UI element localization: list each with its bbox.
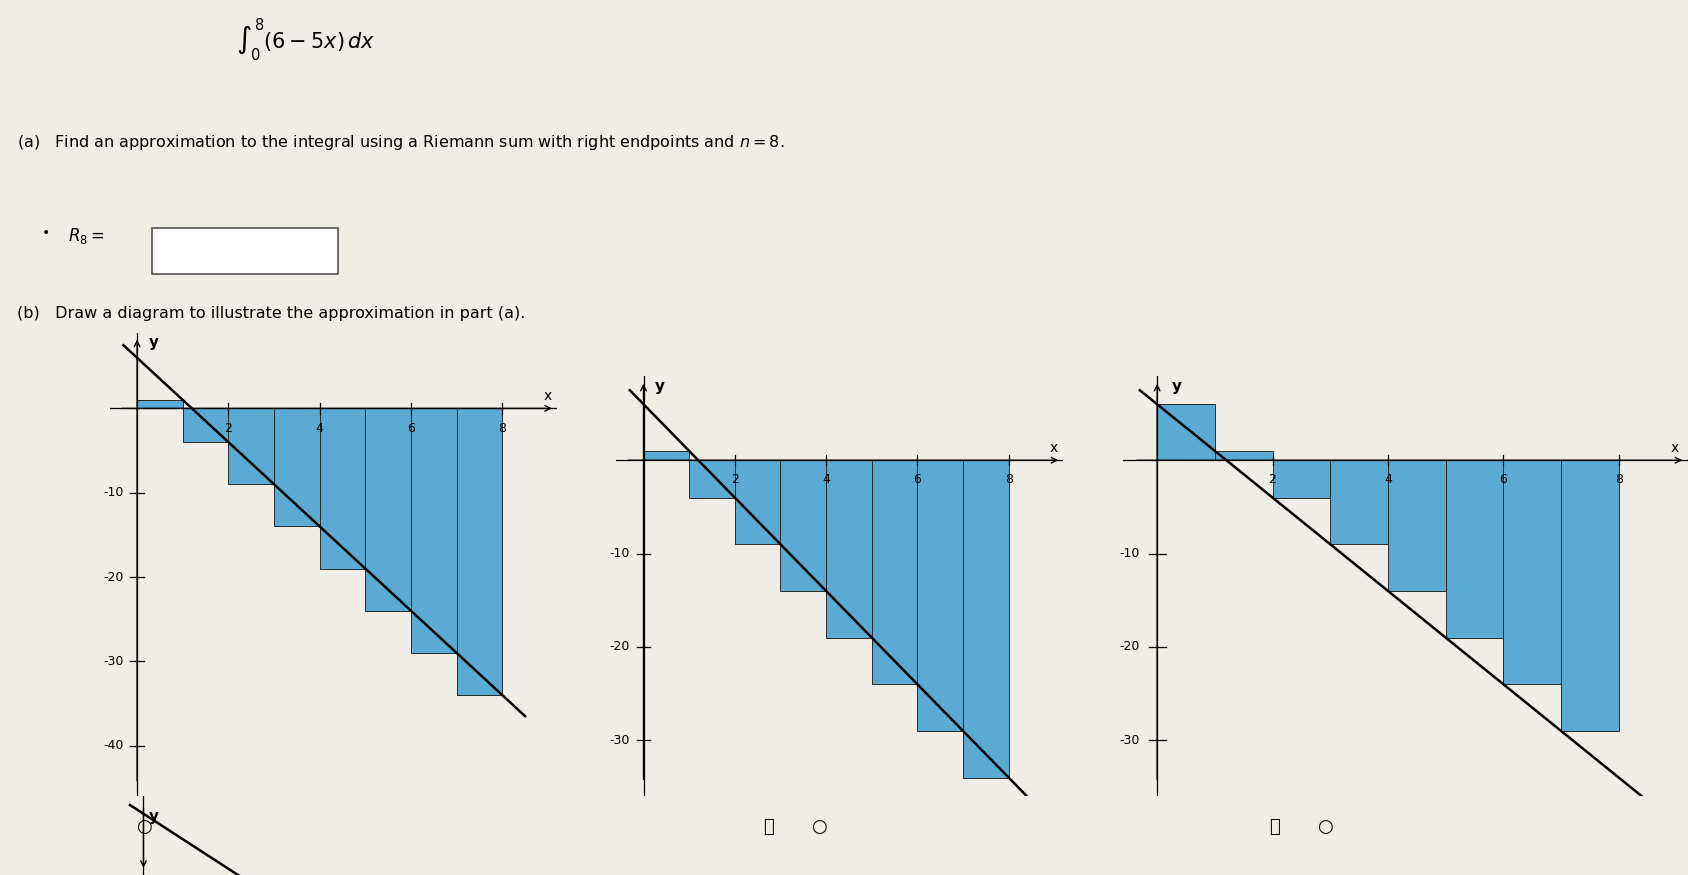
Text: -10: -10 <box>609 547 630 560</box>
Bar <box>917 460 964 731</box>
Bar <box>410 409 457 653</box>
Text: $\int_0^8 (6 - 5x)\, dx$: $\int_0^8 (6 - 5x)\, dx$ <box>236 17 376 63</box>
Text: 8: 8 <box>498 423 506 435</box>
Text: 4: 4 <box>1384 473 1393 486</box>
Bar <box>964 460 1009 778</box>
Text: x: x <box>1671 441 1680 455</box>
Text: •: • <box>42 226 51 240</box>
Bar <box>1215 451 1273 460</box>
Bar <box>1273 460 1330 498</box>
Bar <box>182 409 228 442</box>
Text: 2: 2 <box>225 423 233 435</box>
Text: -10: -10 <box>103 487 123 500</box>
Text: 8: 8 <box>1615 473 1622 486</box>
Text: ○: ○ <box>135 818 152 836</box>
Bar <box>643 451 689 460</box>
Text: y: y <box>149 335 159 350</box>
Text: -10: -10 <box>1119 547 1139 560</box>
Text: $R_8 = $: $R_8 = $ <box>68 226 105 246</box>
Bar <box>689 460 734 498</box>
Text: (b)   Draw a diagram to illustrate the approximation in part (a).: (b) Draw a diagram to illustrate the app… <box>17 306 525 321</box>
Text: ⓘ: ⓘ <box>1269 818 1280 836</box>
Text: -20: -20 <box>1119 640 1139 654</box>
Bar <box>871 460 917 684</box>
Text: x: x <box>544 389 552 403</box>
Text: y: y <box>1171 379 1182 394</box>
Text: ○: ○ <box>810 818 827 836</box>
Text: x: x <box>1050 441 1058 455</box>
Bar <box>1445 460 1504 638</box>
Bar <box>137 400 182 409</box>
Text: 2: 2 <box>731 473 739 486</box>
Text: -30: -30 <box>103 654 123 668</box>
Text: 6: 6 <box>1499 473 1507 486</box>
Bar <box>1504 460 1561 684</box>
Bar <box>365 409 410 611</box>
Bar <box>825 460 871 638</box>
Text: -20: -20 <box>609 640 630 654</box>
Text: -30: -30 <box>609 734 630 746</box>
Text: 6: 6 <box>913 473 922 486</box>
FancyBboxPatch shape <box>152 228 338 275</box>
Bar <box>1561 460 1619 731</box>
Text: -40: -40 <box>103 739 123 752</box>
Bar <box>319 409 365 569</box>
Text: -30: -30 <box>1119 734 1139 746</box>
Text: 8: 8 <box>1004 473 1013 486</box>
Text: (a)   Find an approximation to the integral using a Riemann sum with right endpo: (a) Find an approximation to the integra… <box>17 133 785 152</box>
Text: 4: 4 <box>316 423 324 435</box>
Text: y: y <box>149 809 159 824</box>
Bar <box>273 409 319 527</box>
Text: 6: 6 <box>407 423 415 435</box>
Bar <box>1330 460 1388 544</box>
Text: y: y <box>655 379 665 394</box>
Text: 2: 2 <box>1269 473 1276 486</box>
Bar <box>1388 460 1445 591</box>
Bar <box>780 460 825 591</box>
Text: -20: -20 <box>103 570 123 584</box>
Bar <box>457 409 503 695</box>
Bar <box>228 409 273 484</box>
Text: ⓘ: ⓘ <box>763 818 773 836</box>
Bar <box>734 460 780 544</box>
Text: ○: ○ <box>1317 818 1334 836</box>
Text: 4: 4 <box>822 473 830 486</box>
Bar <box>1158 404 1215 460</box>
